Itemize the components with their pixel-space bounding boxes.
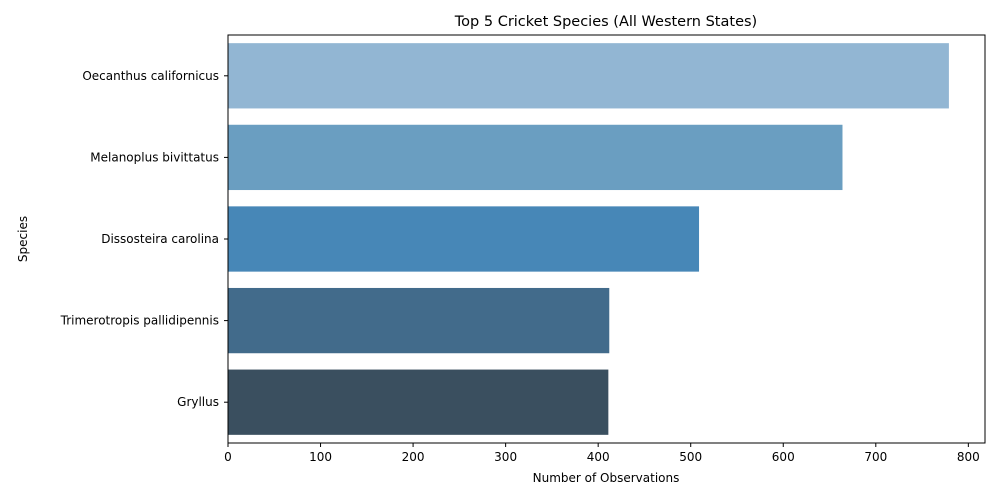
bar-3 — [228, 287, 610, 354]
x-tick-label: 300 — [494, 450, 517, 464]
x-tick-label: 100 — [309, 450, 332, 464]
x-tick-label: 600 — [772, 450, 795, 464]
x-tick-label: 0 — [224, 450, 232, 464]
x-tick-label: 200 — [402, 450, 425, 464]
x-tick-label: 700 — [864, 450, 887, 464]
bar-4 — [228, 369, 609, 435]
x-tick-label: 500 — [679, 450, 702, 464]
bar-1 — [228, 124, 843, 191]
y-tick-label: Melanoplus bivittatus — [90, 150, 219, 164]
x-axis-title: Number of Observations — [533, 471, 680, 485]
bar-2 — [228, 206, 700, 272]
x-tick-label: 800 — [957, 450, 980, 464]
plot-frame — [227, 34, 986, 444]
bars-layer — [228, 43, 949, 435]
y-axis-title: Species — [16, 216, 30, 262]
y-tick-label: Oecanthus californicus — [82, 69, 219, 83]
chart-title: Top 5 Cricket Species (All Western State… — [454, 14, 757, 30]
y-tick-layer: Oecanthus californicus Melanoplus bivitta… — [60, 69, 228, 409]
x-tick-layer: 0 100 200 300 400 500 600 700 800 — [224, 443, 980, 464]
x-tick-label: 400 — [587, 450, 610, 464]
bar-0 — [228, 43, 949, 109]
y-tick-label: Gryllus — [177, 395, 219, 409]
y-tick-label: Dissosteira carolina — [101, 232, 219, 246]
y-tick-label: Trimerotropis pallidipennis — [60, 314, 219, 328]
